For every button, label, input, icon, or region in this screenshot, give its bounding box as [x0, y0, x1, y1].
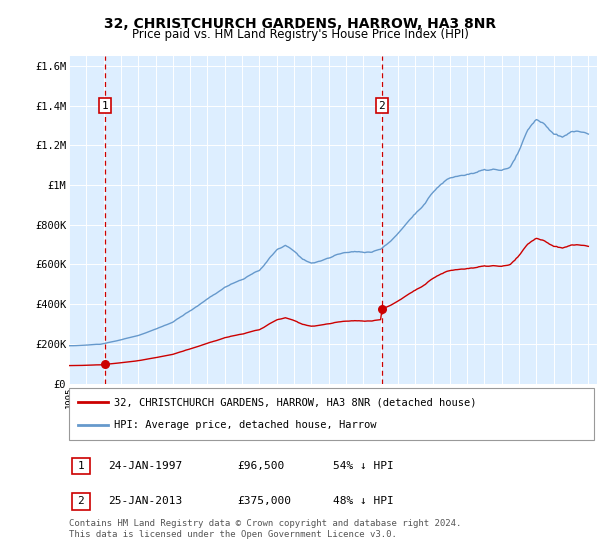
Text: Contains HM Land Registry data © Crown copyright and database right 2024.
This d: Contains HM Land Registry data © Crown c…: [69, 519, 461, 539]
Point: [100, 360, 110, 369]
Text: £375,000: £375,000: [237, 496, 291, 506]
Text: 1: 1: [101, 101, 108, 111]
Text: 32, CHRISTCHURCH GARDENS, HARROW, HA3 8NR (detached house): 32, CHRISTCHURCH GARDENS, HARROW, HA3 8N…: [114, 397, 476, 407]
Text: 1: 1: [77, 461, 85, 471]
Text: 25-JAN-2013: 25-JAN-2013: [108, 496, 182, 506]
Text: 54% ↓ HPI: 54% ↓ HPI: [333, 461, 394, 471]
Text: 48% ↓ HPI: 48% ↓ HPI: [333, 496, 394, 506]
Text: 2: 2: [379, 101, 385, 111]
Point: [377, 305, 386, 314]
Text: Price paid vs. HM Land Registry's House Price Index (HPI): Price paid vs. HM Land Registry's House …: [131, 28, 469, 41]
Text: 32, CHRISTCHURCH GARDENS, HARROW, HA3 8NR: 32, CHRISTCHURCH GARDENS, HARROW, HA3 8N…: [104, 17, 496, 31]
Text: HPI: Average price, detached house, Harrow: HPI: Average price, detached house, Harr…: [114, 420, 377, 430]
Text: £96,500: £96,500: [237, 461, 284, 471]
Text: 24-JAN-1997: 24-JAN-1997: [108, 461, 182, 471]
Text: 2: 2: [77, 496, 85, 506]
